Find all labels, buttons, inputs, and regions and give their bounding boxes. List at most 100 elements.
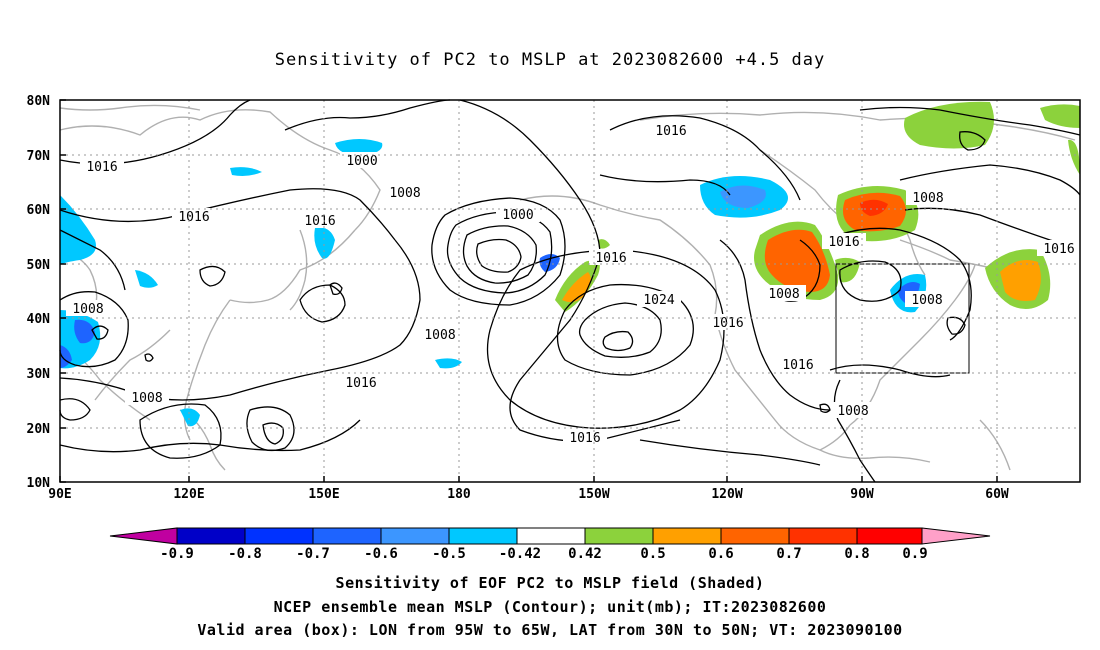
lat-label: 30N <box>27 367 51 382</box>
shade-negative-10 <box>180 408 200 427</box>
colorbar-label: -0.8 <box>228 546 262 562</box>
svg-text:1008: 1008 <box>912 191 943 206</box>
contour-label: 1016 <box>1037 240 1080 257</box>
shade-negative-2-core <box>720 185 766 208</box>
map-title: Sensitivity of PC2 to MSLP at 2023082600… <box>274 50 826 70</box>
lon-label: 90E <box>48 487 71 502</box>
colorbar-label: -0.6 <box>364 546 398 562</box>
colorbar-end-right <box>921 527 991 545</box>
colorbar-bin <box>584 527 654 545</box>
svg-text:1016: 1016 <box>782 358 813 373</box>
svg-text:1008: 1008 <box>424 328 455 343</box>
lon-labels: 90E 120E 150E 180 150W 120W 90W 60W <box>48 487 1009 502</box>
svg-text:1016: 1016 <box>345 376 376 391</box>
shade-positive-8 <box>835 257 860 283</box>
colorbar-bin <box>244 527 314 545</box>
colorbar-bin <box>176 527 246 545</box>
shade-negative-12 <box>135 270 158 288</box>
lon-label: 60W <box>985 487 1009 502</box>
shade-negative-1 <box>335 139 383 156</box>
colorbar-label: -0.5 <box>432 546 466 562</box>
svg-text:1008: 1008 <box>911 293 942 308</box>
lat-label: 20N <box>27 422 51 437</box>
svg-text:1016: 1016 <box>1043 242 1074 257</box>
svg-text:1000: 1000 <box>502 208 533 223</box>
contour-label: 1016 <box>706 314 750 331</box>
lat-labels: 80N 70N 60N 50N 40N 30N 20N 10N <box>27 94 51 491</box>
contour-label: 1016 <box>589 249 633 266</box>
colorbar-bin <box>788 527 858 545</box>
shade-negative-9 <box>435 358 462 369</box>
svg-text:1008: 1008 <box>131 391 162 406</box>
shade-positive-5 <box>904 101 994 149</box>
colorbar-bin <box>448 527 518 545</box>
colorbar-label: -0.42 <box>499 546 541 562</box>
shade-negative-8 <box>314 227 335 259</box>
shade-positive-3-core <box>562 272 591 303</box>
axis-ticks <box>59 99 998 483</box>
mslp-contours <box>59 99 1081 483</box>
contour-label: 1016 <box>298 212 342 229</box>
colorbar-labels: -0.9 -0.8 -0.7 -0.6 -0.5 -0.42 0.42 0.5 … <box>160 546 928 562</box>
contour-label: 1024 <box>637 291 681 308</box>
svg-text:1016: 1016 <box>828 235 859 250</box>
colorbar-end-left <box>109 527 178 545</box>
shade-positive-2-core <box>860 199 888 216</box>
map-frame <box>59 99 1081 483</box>
caption-line-2: NCEP ensemble mean MSLP (Contour); unit(… <box>273 598 827 616</box>
sensitivity-shading <box>60 101 1080 427</box>
svg-text:1016: 1016 <box>86 160 117 175</box>
colorbar-bin <box>380 527 450 545</box>
lon-label: 150E <box>308 487 339 502</box>
lat-label: 80N <box>27 94 51 109</box>
coastlines <box>59 104 1076 471</box>
svg-text:1016: 1016 <box>304 214 335 229</box>
lon-label: 120E <box>173 487 204 502</box>
lat-label: 10N <box>27 476 51 491</box>
colorbar-bin <box>856 527 923 545</box>
contour-label: 1016 <box>563 429 607 446</box>
colorbar-label: -0.9 <box>160 546 194 562</box>
colorbar-bin <box>312 527 382 545</box>
contour-labels: 1016 1016 1000 1016 1008 1016 1000 1016 … <box>66 122 1080 446</box>
shade-positive-7 <box>1068 139 1080 175</box>
gridlines <box>60 100 1080 482</box>
colorbar-label: 0.9 <box>902 546 927 562</box>
lat-label: 70N <box>27 149 51 164</box>
svg-text:1016: 1016 <box>712 316 743 331</box>
contour-label: 1000 <box>496 206 540 223</box>
caption-line-3: Valid area (box): LON from 95W to 65W, L… <box>197 621 903 639</box>
contour-label: 1008 <box>383 184 427 201</box>
contour-label: 1016 <box>339 374 383 391</box>
svg-text:1024: 1024 <box>643 293 674 308</box>
svg-text:1016: 1016 <box>569 431 600 446</box>
colorbar-label: 0.6 <box>708 546 733 562</box>
colorbar-bin <box>720 527 790 545</box>
contour-label: 1016 <box>649 122 693 139</box>
colorbar-label: 0.8 <box>844 546 869 562</box>
svg-text:1016: 1016 <box>595 251 626 266</box>
shade-positive-6 <box>1040 104 1080 128</box>
svg-text:1008: 1008 <box>837 404 868 419</box>
svg-text:1000: 1000 <box>346 154 377 169</box>
caption-line-1: Sensitivity of EOF PC2 to MSLP field (Sh… <box>335 574 765 592</box>
contour-label: 1008 <box>125 389 169 406</box>
lon-label: 150W <box>578 487 609 502</box>
lon-label: 120W <box>711 487 742 502</box>
colorbar-label: 0.42 <box>568 546 602 562</box>
svg-text:1008: 1008 <box>389 186 420 201</box>
colorbar-bin <box>516 527 586 545</box>
lat-label: 40N <box>27 312 51 327</box>
shade-positive-4-core <box>1000 259 1041 301</box>
contour-label: 1008 <box>762 285 806 302</box>
contour-label: 1016 <box>172 208 216 225</box>
contour-label: 1000 <box>340 152 384 169</box>
contour-label: 1008 <box>418 326 462 343</box>
colorbar-label: -0.7 <box>296 546 330 562</box>
svg-text:1008: 1008 <box>72 302 103 317</box>
contour-label: 1016 <box>822 233 866 250</box>
shade-negative-11 <box>230 167 262 176</box>
svg-text:1008: 1008 <box>768 287 799 302</box>
svg-text:1016: 1016 <box>178 210 209 225</box>
